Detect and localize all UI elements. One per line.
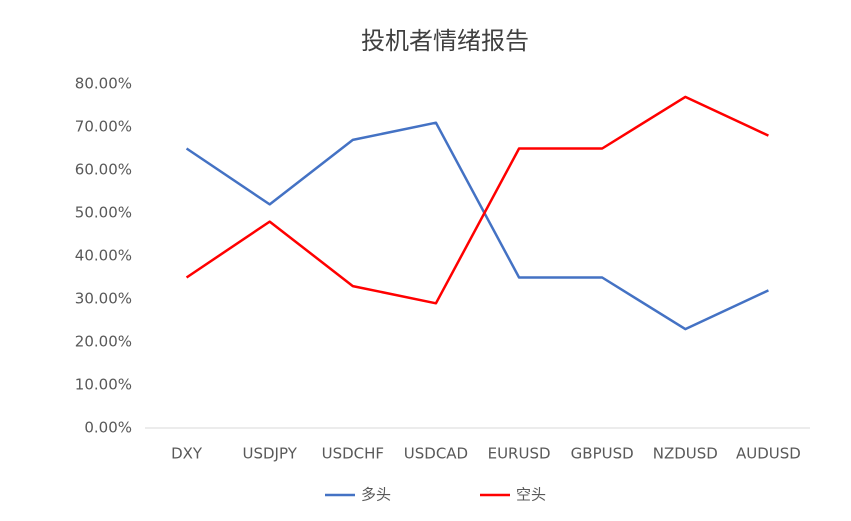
y-tick-label: 10.00%	[75, 376, 132, 394]
y-tick-label: 80.00%	[75, 75, 132, 93]
y-tick-label: 50.00%	[75, 204, 132, 222]
y-tick-label: 40.00%	[75, 247, 132, 265]
x-tick-label: USDJPY	[243, 445, 298, 463]
x-tick-label: NZDUSD	[653, 445, 718, 463]
y-tick-label: 70.00%	[75, 118, 132, 136]
x-tick-label: AUDUSD	[736, 445, 801, 463]
legend-label: 多头	[361, 486, 391, 504]
x-tick-label: USDCHF	[322, 445, 384, 463]
x-tick-label: GBPUSD	[571, 445, 634, 463]
y-tick-label: 60.00%	[75, 161, 132, 179]
legend-label: 空头	[516, 486, 546, 504]
x-tick-label: DXY	[171, 445, 203, 463]
series-line	[185, 121, 769, 331]
y-tick-label: 30.00%	[75, 290, 132, 308]
series-line	[185, 95, 769, 305]
y-tick-label: 20.00%	[75, 333, 132, 351]
chart-title: 投机者情绪报告	[361, 27, 529, 55]
x-tick-label: EURUSD	[488, 445, 551, 463]
x-tick-label: USDCAD	[404, 445, 468, 463]
y-tick-label: 0.00%	[84, 419, 132, 437]
